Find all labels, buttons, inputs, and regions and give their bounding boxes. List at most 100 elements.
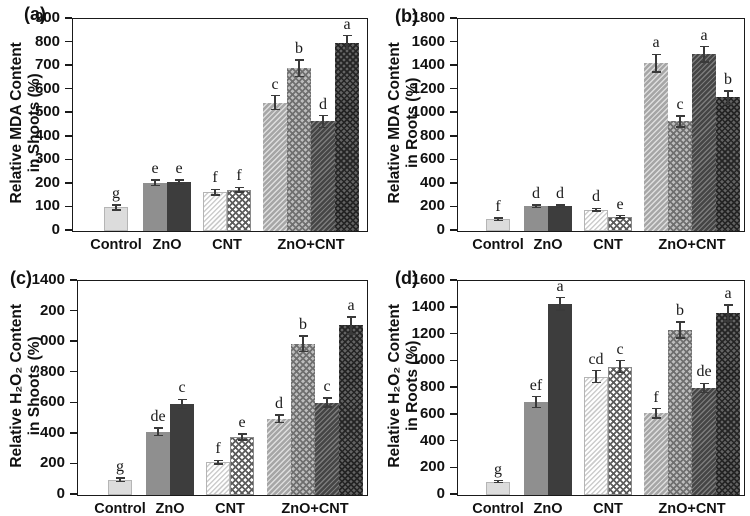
significance-letter: d xyxy=(556,185,564,203)
bar-ZnO-1 xyxy=(524,206,548,231)
error-bar-cap xyxy=(675,126,685,128)
panel-label-c: (c) xyxy=(10,268,32,288)
plot-area-d: g Control ef a ZnO cd c CNT f b de a ZnO+CNT xyxy=(457,278,745,516)
error-bar xyxy=(322,115,324,128)
significance-letter: e xyxy=(175,159,183,177)
significance-letter: e xyxy=(616,195,624,213)
y-tick xyxy=(450,182,457,184)
y-tick xyxy=(450,205,457,208)
significance-letter: f xyxy=(215,440,221,458)
y-tick xyxy=(450,40,457,43)
error-bar-cap xyxy=(318,114,328,117)
x-label-Control: Control xyxy=(90,237,142,253)
significance-letter: b xyxy=(724,70,732,88)
y-tick-label: 1400 xyxy=(31,271,65,288)
significance-letter: a xyxy=(700,26,708,44)
bar-ZnO-1 xyxy=(524,402,548,495)
error-bar-cap xyxy=(723,103,733,105)
error-bar xyxy=(178,179,180,185)
significance-letter: ef xyxy=(529,376,543,394)
error-bar-cap xyxy=(699,61,709,63)
y-tick-label: 400 xyxy=(34,126,60,144)
y-tick-label: 0 xyxy=(56,485,65,502)
y-tick xyxy=(70,493,77,495)
y-tick-label: 1000 xyxy=(411,103,445,121)
y-tick-label: 1800 xyxy=(411,9,445,26)
y-tick-label: 800 xyxy=(419,378,445,395)
error-bar-cap xyxy=(531,206,541,209)
error-bar-cap xyxy=(274,414,284,416)
y-tick-label: 200 xyxy=(39,454,65,472)
error-bar-cap xyxy=(111,204,121,206)
bar-ZnO+CNT-2 xyxy=(287,68,311,231)
error-bar xyxy=(274,95,276,110)
error-bar-cap xyxy=(531,395,541,398)
y-tick-label: 200 xyxy=(419,197,445,215)
error-bar xyxy=(679,321,681,338)
y-tick xyxy=(450,135,457,137)
y-tick xyxy=(65,111,72,113)
x-label-ZnO: ZnO xyxy=(533,501,563,516)
error-bar-cap xyxy=(555,296,565,299)
error-bar xyxy=(241,433,243,440)
error-bar-cap xyxy=(591,210,601,212)
significance-letter: cd xyxy=(588,350,604,368)
x-label-Control: Control xyxy=(472,237,524,253)
plot-area-a: g Control e e ZnO f f CNT c b d a ZnO+CNT xyxy=(72,16,368,252)
bar-ZnO+CNT-4 xyxy=(339,325,363,495)
error-bar-cap xyxy=(723,304,733,306)
bar-ZnO+CNT-4 xyxy=(716,97,740,231)
y-tick xyxy=(450,111,457,113)
error-bar xyxy=(595,370,597,383)
error-bar-cap xyxy=(237,433,247,435)
significance-letter: b xyxy=(676,301,684,319)
significance-letter: f xyxy=(236,167,242,185)
bar-ZnO+CNT-1 xyxy=(644,63,668,231)
error-bar-cap xyxy=(723,90,733,92)
error-bar-cap xyxy=(115,480,125,482)
significance-letter: de xyxy=(150,407,166,425)
error-bar xyxy=(679,116,681,127)
bar-CNT-2 xyxy=(227,189,251,231)
error-bar-cap xyxy=(150,179,160,181)
significance-letter: b xyxy=(295,40,303,58)
bar-CNT-1 xyxy=(584,209,608,231)
error-bar xyxy=(535,204,537,208)
y-tick xyxy=(70,279,77,281)
error-bar xyxy=(238,187,240,193)
y-tick xyxy=(450,87,457,90)
error-bar-cap xyxy=(723,320,733,322)
y-tick-label: 100 xyxy=(34,197,60,215)
bar-ZnO+CNT-4 xyxy=(716,313,740,495)
y-tick-label: 1200 xyxy=(411,79,445,97)
error-bar-cap xyxy=(675,115,685,117)
error-bar-cap xyxy=(531,204,541,206)
y-tick xyxy=(65,64,72,66)
y-tick xyxy=(450,332,457,335)
significance-letter: c xyxy=(676,96,684,114)
x-label-Control: Control xyxy=(94,501,146,516)
error-bar-cap xyxy=(322,406,332,408)
error-bar xyxy=(346,35,348,50)
bar-ZnO+CNT-3 xyxy=(311,121,335,231)
bar-ZnO-2 xyxy=(548,206,572,231)
error-bar xyxy=(619,215,621,219)
error-bar-cap xyxy=(174,183,184,186)
y-tick xyxy=(70,401,77,404)
y-tick-label: 0 xyxy=(51,221,60,238)
y-tick-label: 400 xyxy=(419,431,445,449)
x-label-Control: Control xyxy=(472,501,524,516)
x-label-CNT: CNT xyxy=(593,501,623,516)
significance-letter: e xyxy=(151,159,159,177)
y-tick-label: 600 xyxy=(34,79,60,97)
error-bar-cap xyxy=(294,59,304,61)
error-bar-cap xyxy=(322,397,332,399)
bar-Control-1 xyxy=(108,479,132,495)
error-bar xyxy=(302,336,304,352)
error-bar-cap xyxy=(591,381,601,384)
error-bar xyxy=(655,408,657,419)
plot-area-b: f Control d d ZnO d e CNT a c a b ZnO+CNT xyxy=(457,18,745,252)
error-bar xyxy=(278,414,280,423)
significance-letter: g xyxy=(116,458,124,476)
